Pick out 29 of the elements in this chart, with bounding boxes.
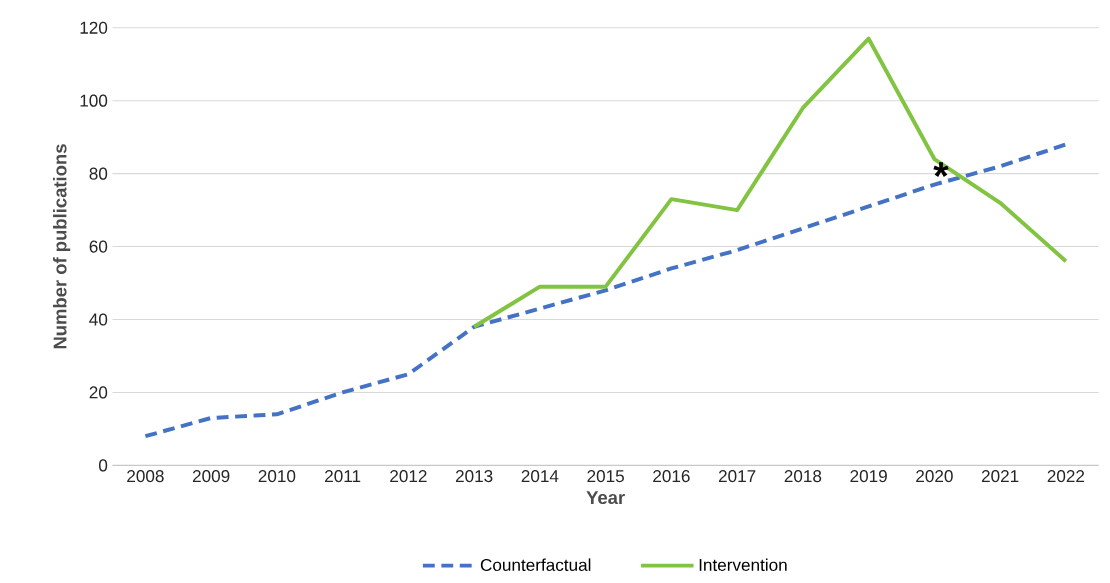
x-tick-label: 2020 (916, 469, 953, 483)
x-axis-title: Year (586, 491, 625, 505)
x-tick-label: 2012 (390, 469, 427, 483)
x-tick-label: 2019 (850, 469, 887, 483)
line-series (143, 142, 1068, 439)
x-tick-label: 2008 (127, 469, 164, 483)
x-tick-label: 2022 (1047, 469, 1085, 483)
x-tick-label: 2013 (455, 469, 493, 483)
x-tick-label: 2016 (653, 469, 690, 483)
annotation: * (933, 162, 949, 177)
legend-label: Intervention (699, 558, 787, 571)
y-tick-label: 0 (98, 459, 108, 472)
y-tick-label: 60 (89, 240, 108, 253)
x-tick-label: 2010 (258, 469, 296, 483)
y-tick-label: 120 (80, 21, 108, 34)
x-tick-label: 2018 (784, 469, 822, 483)
y-axis-title: Number of publications (53, 144, 71, 349)
legend-label: Counterfactual (480, 558, 591, 571)
x-tick-label: 2017 (718, 469, 756, 483)
y-tick-label: 40 (89, 313, 108, 326)
x-tick-label: 2009 (192, 469, 230, 483)
x-tick-label: 2021 (981, 469, 1019, 483)
y-tick-label: 80 (89, 167, 108, 180)
line-series (472, 36, 1068, 329)
y-tick-label: 100 (80, 94, 108, 107)
x-tick-label: 2015 (587, 469, 624, 483)
x-tick-label: 2011 (325, 469, 361, 483)
y-tick-label: 20 (89, 386, 108, 399)
x-tick-label: 2014 (521, 469, 559, 483)
